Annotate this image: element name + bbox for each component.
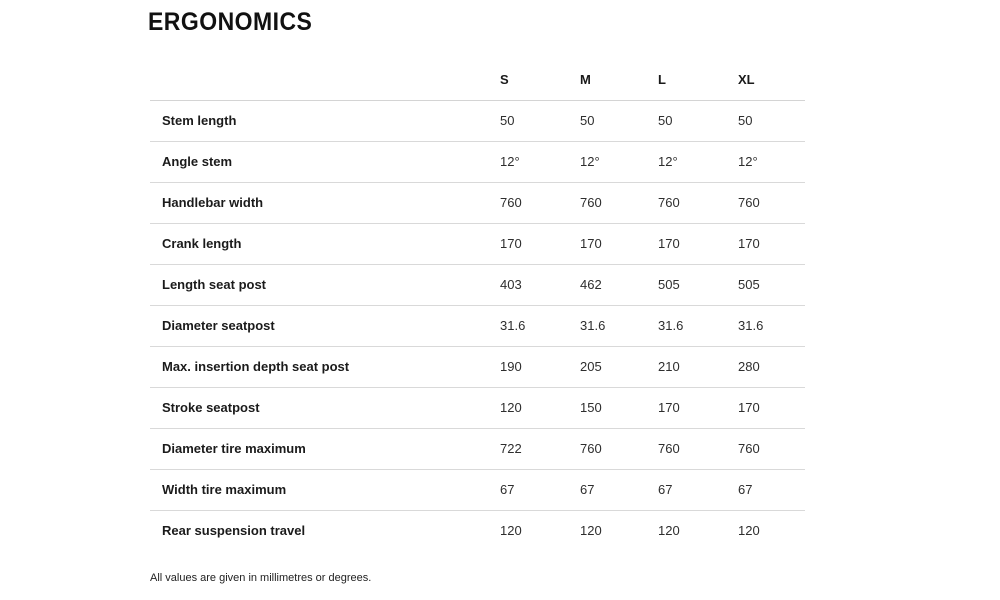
value-cell: 205 xyxy=(580,346,658,388)
row-label-cell: Stem length xyxy=(150,100,500,142)
value-cell: 280 xyxy=(738,346,805,388)
row-label-cell: Diameter tire maximum xyxy=(150,428,500,470)
value-cell: 12° xyxy=(658,141,738,183)
value-cell: 150 xyxy=(580,387,658,429)
value-cell: 760 xyxy=(580,182,658,224)
value-cell: 67 xyxy=(738,469,805,511)
ergonomics-section: ERGONOMICS S M L XL Stem length 50 50 50 50 Angl… xyxy=(148,8,805,584)
value-cell: 760 xyxy=(580,428,658,470)
value-cell: 462 xyxy=(580,264,658,306)
table-row: Stem length 50 50 50 50 xyxy=(150,100,805,142)
row-label-cell: Length seat post xyxy=(150,264,500,306)
value-cell: 722 xyxy=(500,428,580,470)
value-cell: 760 xyxy=(658,182,738,224)
row-label-cell: Rear suspension travel xyxy=(162,523,306,539)
value-cell: 31.6 xyxy=(500,305,580,347)
value-cell: 170 xyxy=(658,223,738,265)
value-cell: 120 xyxy=(658,523,680,539)
value-cell: 67 xyxy=(500,469,580,511)
size-column-header: L xyxy=(658,60,738,101)
value-cell: 31.6 xyxy=(658,305,738,347)
size-column-header: XL xyxy=(738,60,805,101)
value-cell: 50 xyxy=(580,100,658,142)
row-label-cell: Stroke seatpost xyxy=(150,387,500,429)
value-cell: 210 xyxy=(658,346,738,388)
table-body: Stem length 50 50 50 50 Angle stem 12° 12° 12° 12… xyxy=(150,100,805,551)
value-cell: 50 xyxy=(738,100,805,142)
value-cell: 170 xyxy=(738,223,805,265)
value-cell: 12° xyxy=(580,141,658,183)
row-label-cell: Max. insertion depth seat post xyxy=(150,346,500,388)
value-cell: 31.6 xyxy=(580,305,658,347)
value-cell: 170 xyxy=(500,223,580,265)
table-row: Angle stem 12° 12° 12° 12° xyxy=(150,141,805,183)
table-row: Rear suspension travel 120 120 120 120 xyxy=(150,510,805,551)
row-label-cell: Diameter seatpost xyxy=(150,305,500,347)
value-cell: 12° xyxy=(500,141,580,183)
size-column-header: S xyxy=(500,60,580,101)
row-label-cell: Width tire maximum xyxy=(150,469,500,511)
row-label-cell: Handlebar width xyxy=(150,182,500,224)
row-label-cell: Angle stem xyxy=(150,141,500,183)
value-cell: 760 xyxy=(738,428,805,470)
value-cell: 120 xyxy=(500,387,580,429)
value-cell: 403 xyxy=(500,264,580,306)
value-cell: 67 xyxy=(580,469,658,511)
ergonomics-table: S M L XL Stem length 50 50 50 50 Angle stem 12° 12… xyxy=(150,60,805,551)
value-cell: 12° xyxy=(738,141,805,183)
table-row: Length seat post 403 462 505 505 xyxy=(150,264,805,306)
table-row: Width tire maximum 67 67 67 67 xyxy=(150,469,805,511)
value-cell: 760 xyxy=(658,428,738,470)
value-cell: 760 xyxy=(500,182,580,224)
value-cell: 50 xyxy=(500,100,580,142)
label-column-header xyxy=(150,60,500,101)
table-row: Stroke seatpost 120 150 170 170 xyxy=(150,387,805,429)
table-row: Max. insertion depth seat post 190 205 210 2… xyxy=(150,346,805,388)
value-cell: 120 xyxy=(500,523,522,539)
value-cell: 50 xyxy=(658,100,738,142)
value-cell: 505 xyxy=(658,264,738,306)
table-row: Diameter seatpost 31.6 31.6 31.6 31.6 xyxy=(150,305,805,347)
value-cell: 120 xyxy=(580,523,602,539)
value-cell: 505 xyxy=(738,264,805,306)
value-cell: 170 xyxy=(738,387,805,429)
column-header-row: S M L XL xyxy=(150,60,805,101)
value-cell: 170 xyxy=(580,223,658,265)
value-cell: 31.6 xyxy=(738,305,805,347)
table-row: Handlebar width 760 760 760 760 xyxy=(150,182,805,224)
table-row: Crank length 170 170 170 170 xyxy=(150,223,805,265)
footnote: All values are given in millimetres or d… xyxy=(150,572,372,584)
value-cell: 67 xyxy=(658,469,738,511)
size-column-header: M xyxy=(580,60,658,101)
value-cell: 190 xyxy=(500,346,580,388)
page-title: ERGONOMICS xyxy=(148,8,313,36)
value-cell: 760 xyxy=(738,182,805,224)
value-cell: 120 xyxy=(738,523,760,539)
row-label-cell: Crank length xyxy=(150,223,500,265)
table-row: Diameter tire maximum 722 760 760 760 xyxy=(150,428,805,470)
value-cell: 170 xyxy=(658,387,738,429)
